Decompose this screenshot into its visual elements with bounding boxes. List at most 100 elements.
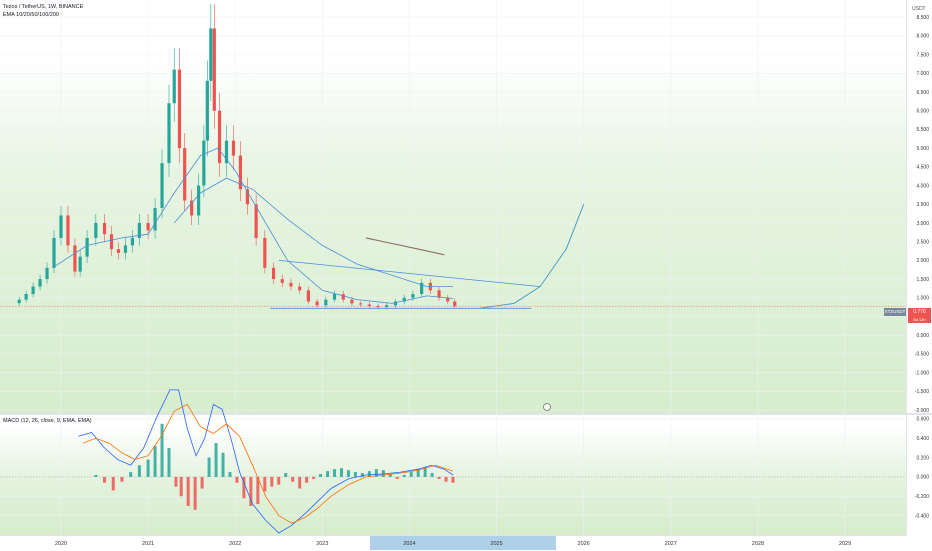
macd-histogram-bar[interactable] [174,476,178,487]
candle[interactable] [376,306,380,308]
macd-histogram-bar[interactable] [333,469,337,477]
currency-label[interactable]: USDT [912,6,926,12]
macd-histogram-bar[interactable] [430,473,434,477]
candle[interactable] [190,200,194,216]
candle[interactable] [212,28,216,111]
candle[interactable] [66,215,70,246]
macd-histogram-bar[interactable] [200,476,204,489]
signal-line[interactable] [82,403,454,524]
candle[interactable] [109,234,114,250]
macd-histogram-bar[interactable] [221,452,225,477]
macd-histogram-bar[interactable] [277,476,281,485]
macd-histogram-bar[interactable] [319,474,323,477]
macd-histogram-bar[interactable] [423,467,427,477]
macd-histogram-bar[interactable] [291,476,295,482]
ema-50-line[interactable] [52,147,454,304]
macd-histogram-bar[interactable] [179,476,183,497]
macd-axis[interactable] [906,415,932,535]
macd-histogram-bar[interactable] [367,471,371,477]
candle[interactable] [202,140,206,186]
macd-histogram-bar[interactable] [137,465,141,477]
macd-histogram-bar[interactable] [346,470,350,477]
macd-line[interactable] [78,389,454,534]
macd-histogram-bar[interactable] [305,476,309,483]
candle[interactable] [298,286,302,291]
macd-histogram-bar[interactable] [339,468,343,477]
candle[interactable] [231,140,236,156]
macd-histogram-bar[interactable] [207,457,211,477]
ema-100-line[interactable] [173,177,453,288]
candle[interactable] [209,28,213,81]
candle[interactable] [167,103,171,164]
candle[interactable] [116,249,121,253]
macd-histogram-bar[interactable] [146,459,150,477]
macd-histogram-bar[interactable] [388,474,392,477]
candle[interactable] [102,222,107,235]
candle[interactable] [280,279,284,283]
macd-histogram-bar[interactable] [120,476,124,482]
macd-legend[interactable]: MACD (12, 26, close, 9, EMA, EMA) [3,418,92,424]
candle[interactable] [78,256,82,272]
candle[interactable] [306,290,310,302]
candle[interactable] [31,286,35,295]
macd-histogram-bar[interactable] [235,476,239,483]
candle[interactable] [385,305,389,308]
pane-separator[interactable] [0,413,932,415]
macd-histogram-bar[interactable] [186,476,190,506]
macd-histogram-bar[interactable] [326,471,330,477]
macd-histogram-bar[interactable] [353,472,357,477]
candle[interactable] [123,245,128,253]
candle[interactable] [183,148,187,201]
candle[interactable] [177,69,182,149]
candle[interactable] [197,185,201,216]
macd-histogram-bar[interactable] [153,446,157,477]
candle[interactable] [52,237,56,268]
candle[interactable] [85,237,89,257]
macd-histogram-bar[interactable] [94,475,98,477]
macd-histogram-bar[interactable] [111,476,115,491]
candle[interactable] [446,297,450,302]
candle[interactable] [24,294,28,300]
macd-histogram-bar[interactable] [249,476,253,506]
macd-histogram-bar[interactable] [242,476,246,499]
candle[interactable] [59,215,63,238]
candle[interactable] [263,237,267,268]
macd-histogram-bar[interactable] [416,469,420,477]
candle[interactable] [160,163,164,208]
price-axis[interactable] [906,0,932,413]
candle[interactable] [341,294,345,300]
candle[interactable] [254,204,258,238]
candle[interactable] [437,290,441,298]
candle[interactable] [350,299,354,304]
macd-histogram-bar[interactable] [214,443,218,477]
macd-histogram-bar[interactable] [228,472,232,477]
candle[interactable] [332,294,337,300]
candle[interactable] [393,301,398,306]
candle[interactable] [245,189,250,205]
candle[interactable] [367,304,371,307]
candle[interactable] [324,299,328,306]
macd-histogram-bar[interactable] [374,469,378,477]
candle[interactable] [45,267,49,280]
projection-arc-line[interactable] [479,204,585,309]
macd-histogram-bar[interactable] [381,470,385,477]
trendline-line[interactable] [278,260,541,287]
candle[interactable] [130,237,135,246]
candle[interactable] [315,301,319,306]
macd-histogram-bar[interactable] [298,476,302,489]
candle[interactable] [217,110,222,164]
candle[interactable] [238,155,243,190]
candle[interactable] [289,282,293,287]
candle[interactable] [153,208,157,231]
candle[interactable] [172,69,176,104]
candle[interactable] [73,245,77,272]
macd-histogram-bar[interactable] [167,447,171,477]
replay-icon[interactable] [543,403,551,411]
price-pane[interactable] [0,0,906,413]
symbol-legend[interactable]: Tezos / TetherUS, 1W, BINANCE [3,4,84,10]
candle[interactable] [146,222,150,231]
macd-histogram-bar[interactable] [312,476,316,479]
candle[interactable] [359,303,363,305]
macd-histogram-bar[interactable] [409,472,413,477]
